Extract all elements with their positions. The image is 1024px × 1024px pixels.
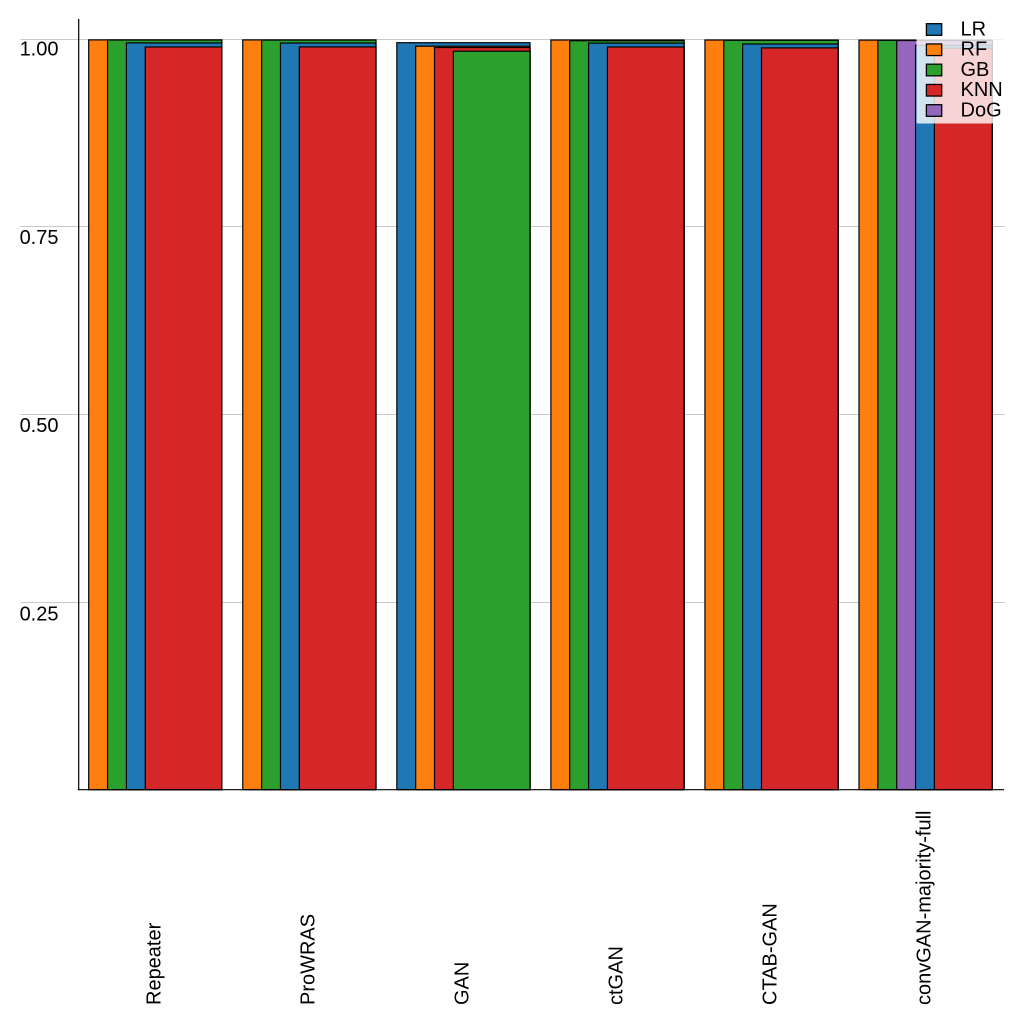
svg-text:ctGAN: ctGAN [606, 946, 628, 1005]
svg-text:ProWRAS: ProWRAS [297, 914, 319, 1005]
svg-text:KNN: KNN [961, 79, 1003, 101]
svg-text:GAN: GAN [451, 962, 473, 1005]
svg-text:RF: RF [961, 39, 988, 61]
svg-text:GB: GB [961, 59, 990, 81]
svg-text:DoG: DoG [961, 99, 1002, 121]
svg-text:0.25: 0.25 [20, 604, 59, 626]
svg-text:1.00: 1.00 [20, 38, 59, 60]
svg-text:0.75: 0.75 [20, 227, 59, 249]
svg-text:convGAN-majority-full: convGAN-majority-full [914, 811, 936, 1005]
svg-text:0.50: 0.50 [20, 415, 59, 437]
svg-text:Repeater: Repeater [143, 922, 165, 1005]
svg-text:CTAB-GAN: CTAB-GAN [760, 903, 782, 1005]
svg-text:LR: LR [961, 18, 987, 40]
